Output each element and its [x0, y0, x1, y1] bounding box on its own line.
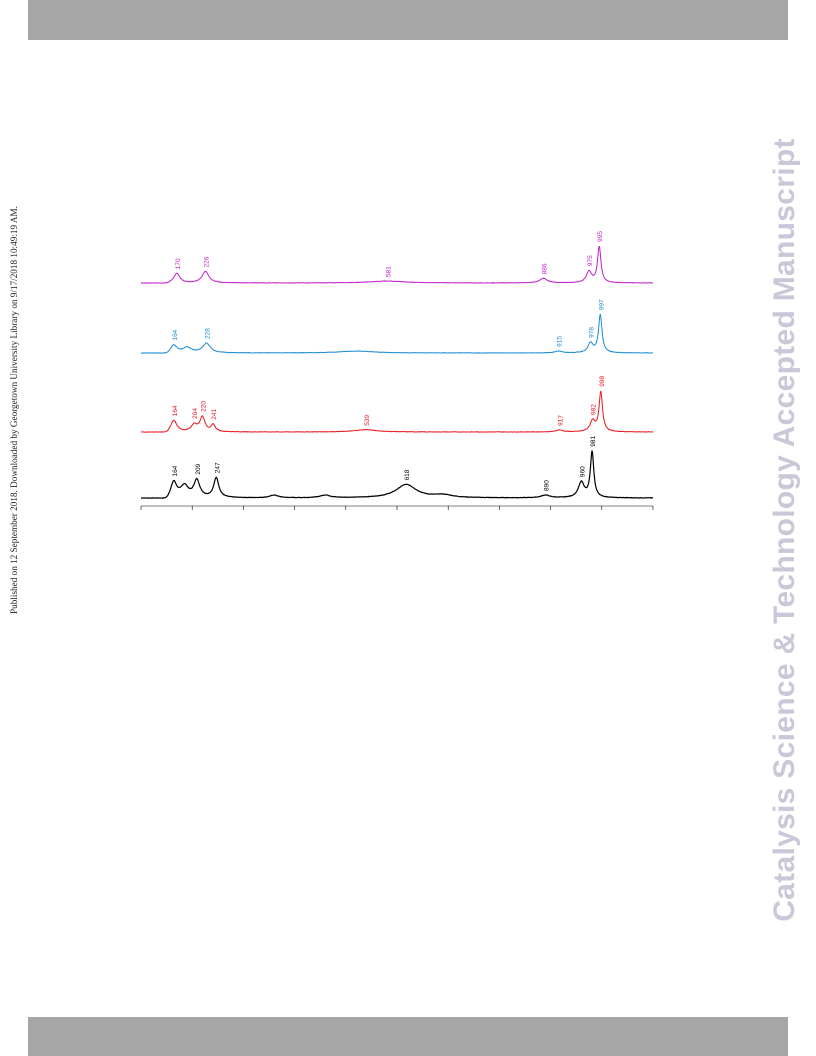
spectrum-series-3: 164 228 915 978 997	[140, 299, 654, 354]
peak-label: 164	[172, 329, 179, 340]
spectrum-series-1: 164 209 247 618 890 960 981	[140, 436, 654, 499]
peak-label: 618	[404, 469, 411, 480]
peak-label: 886	[541, 263, 548, 274]
peak-label: 890	[543, 480, 550, 491]
peak-label: 981	[590, 436, 597, 447]
top-banner-bar	[28, 0, 788, 40]
peak-label: 241	[211, 408, 218, 419]
peak-label: 982	[591, 404, 598, 415]
peak-label: 998	[599, 376, 606, 387]
peak-label: 995	[597, 231, 604, 242]
bottom-banner-bar	[28, 1017, 788, 1056]
peak-label: 539	[364, 414, 371, 425]
peak-label: 997	[598, 299, 605, 310]
peak-label: 978	[589, 327, 596, 338]
spectrum-line-3	[140, 314, 654, 354]
spectrum-line-4	[140, 245, 654, 284]
peak-label: 226	[204, 256, 211, 267]
peak-label: 960	[579, 466, 586, 477]
x-axis	[140, 505, 654, 510]
peak-label: 220	[200, 401, 207, 412]
peak-label: 164	[172, 465, 179, 476]
peak-label: 581	[385, 266, 392, 277]
peak-label: 228	[205, 328, 212, 339]
peak-label: 164	[172, 405, 179, 416]
peak-label: 915	[556, 336, 563, 347]
peak-label: 917	[557, 415, 564, 426]
peak-label: 247	[214, 462, 221, 473]
peak-label: 170	[175, 258, 182, 269]
spectrum-line-2	[140, 390, 654, 433]
peak-label: 209	[195, 463, 202, 474]
peak-label: 975	[587, 255, 594, 266]
spectrum-line-1	[140, 450, 654, 499]
peak-label: 204	[192, 408, 199, 419]
spectrum-series-4: 170 226 581 886 975 995	[140, 231, 654, 284]
